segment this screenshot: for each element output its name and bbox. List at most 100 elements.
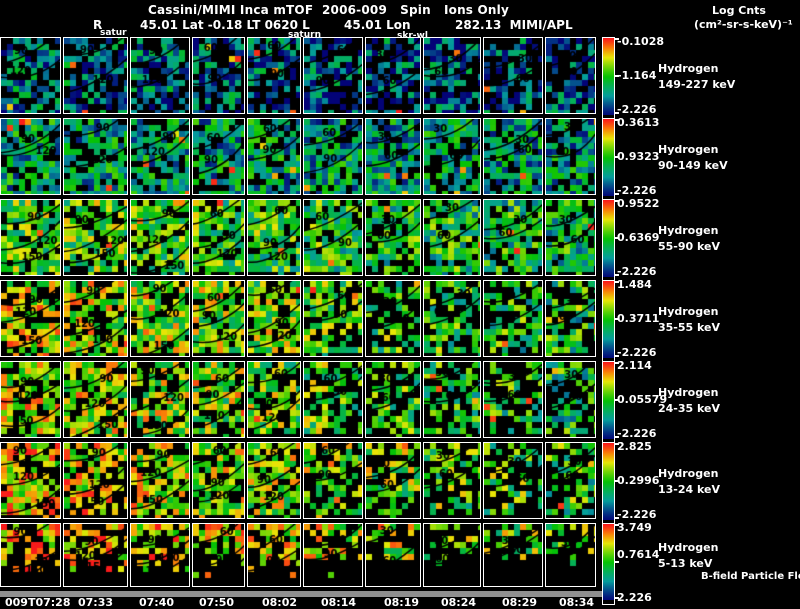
- colorbar-bottom-label: -2.226: [617, 184, 657, 197]
- colorbar-tick: [615, 597, 619, 599]
- spectrogram-panel: [192, 37, 245, 114]
- spectrogram-panel: [423, 442, 481, 519]
- time-tick-label: 08:24: [441, 596, 477, 609]
- colorbar-tick: [615, 281, 619, 283]
- spectrogram-canvas: [1, 362, 60, 437]
- colorbar-mid-label: 0.9323: [617, 149, 660, 163]
- spectrogram-panel: [483, 523, 543, 587]
- spectrogram-panel: [483, 280, 543, 357]
- event-annotation: satur: [100, 28, 127, 38]
- spectrogram-canvas: [248, 281, 300, 356]
- time-tick-label: 08:19: [384, 596, 420, 609]
- spectrogram-panel: [365, 523, 421, 587]
- colorbar-bottom-label: -2.226: [617, 346, 657, 359]
- colorbar-bottom-label: -2.226: [617, 265, 657, 278]
- time-tick-label: 07:50: [199, 596, 235, 609]
- species-label: Hydrogen: [658, 304, 719, 318]
- time-tick-label: 08:34: [559, 596, 595, 609]
- spectrogram-panel: [63, 523, 128, 587]
- spectrogram-canvas: [424, 119, 480, 194]
- spectrogram-panel: [365, 37, 421, 114]
- time-tick-label: 009T07:28: [5, 596, 71, 609]
- spectrogram-panel: [545, 361, 596, 438]
- spectrogram-panel: [423, 361, 481, 438]
- spectrogram-canvas: [546, 119, 595, 194]
- spectrogram-canvas: [484, 443, 542, 518]
- spectrogram-canvas: [304, 281, 362, 356]
- spectrogram-canvas: [131, 443, 189, 518]
- spectrogram-canvas: [484, 38, 542, 113]
- colorbar-tick: [615, 193, 619, 195]
- spectrogram-canvas: [546, 38, 595, 113]
- spectrogram-canvas: [248, 524, 300, 586]
- spectrogram-canvas: [484, 362, 542, 437]
- spectrogram-panel: [247, 280, 301, 357]
- spectrogram-canvas: [424, 200, 480, 275]
- spectrogram-panel: [192, 442, 245, 519]
- spectrogram-panel: [423, 280, 481, 357]
- spectrogram-canvas: [546, 362, 595, 437]
- spectrogram-canvas: [546, 200, 595, 275]
- spectrogram-canvas: [424, 38, 480, 113]
- spectrogram-panel: [247, 118, 301, 195]
- colorbar-top-label: 2.825: [617, 440, 652, 453]
- colorbar: [602, 361, 615, 444]
- time-tick-label: 07:40: [139, 596, 175, 609]
- spectrogram-panel: [0, 118, 61, 195]
- spectrogram-panel: [545, 442, 596, 519]
- time-tick-label: 08:14: [321, 596, 357, 609]
- event-annotation: saturn: [288, 30, 321, 40]
- spectrogram-panel: [303, 442, 363, 519]
- spectrogram-canvas: [193, 362, 244, 437]
- colorbar-tick: [615, 436, 619, 438]
- page-title: Cassini/MIMI Inca mTOF 2006-009 Spin Ion…: [148, 3, 510, 17]
- colorbar-tick: [615, 480, 619, 482]
- spectrogram-canvas: [1, 38, 60, 113]
- spectrogram-canvas: [131, 200, 189, 275]
- spectrogram-panel: [0, 442, 61, 519]
- spectrogram-canvas: [424, 281, 480, 356]
- colorbar-tick: [615, 517, 619, 519]
- colorbar-mid-label: 0.05579: [617, 392, 668, 406]
- spectrogram-canvas: [304, 362, 362, 437]
- spectrogram-panel: [483, 37, 543, 114]
- spectrogram-panel: [365, 118, 421, 195]
- colorbar-top-label: 1.484: [617, 278, 652, 291]
- spectrogram-panel: [545, 523, 596, 587]
- spectrogram-canvas: [366, 362, 420, 437]
- spectrogram-canvas: [248, 119, 300, 194]
- spectrogram-panel: [130, 199, 190, 276]
- spectrogram-canvas: [131, 119, 189, 194]
- energy-range-label: 90-149 keV: [658, 158, 728, 172]
- spectrogram-panel: [365, 199, 421, 276]
- colorbar-tick: [615, 156, 619, 158]
- colorbar-top-label: 3.749: [617, 521, 652, 534]
- spectrogram-panel: [0, 37, 61, 114]
- event-annotation: skr-wl: [397, 31, 428, 41]
- spectrogram-canvas: [193, 281, 244, 356]
- spectrogram-canvas: [248, 38, 300, 113]
- spectrogram-panel: [483, 199, 543, 276]
- spectrogram-canvas: [193, 200, 244, 275]
- energy-range-label: 24-35 keV: [658, 401, 721, 415]
- colorbar-bottom-label: -2.226: [617, 103, 657, 116]
- colorbar-tick: [615, 112, 619, 114]
- spectrogram-panel: [423, 118, 481, 195]
- spectrogram-canvas: [304, 524, 362, 586]
- colorbar-tick: [615, 524, 619, 526]
- spectrogram-panel: [247, 442, 301, 519]
- spectrogram-canvas: [366, 200, 420, 275]
- colorbar: [602, 280, 615, 363]
- spectrogram-canvas: [1, 119, 60, 194]
- colorbar: [602, 118, 615, 201]
- spectrogram-canvas: [304, 119, 362, 194]
- spectrogram-canvas: [193, 443, 244, 518]
- spectrogram-panel: [130, 361, 190, 438]
- spectrogram-panel: [247, 37, 301, 114]
- colorbar: [602, 37, 615, 120]
- spectrogram-panel: [303, 199, 363, 276]
- spectrogram-canvas: [248, 362, 300, 437]
- observation-info-segment: 45.01 Lat -0.18 LT 0620 L: [140, 18, 310, 32]
- spectrogram-canvas: [366, 38, 420, 113]
